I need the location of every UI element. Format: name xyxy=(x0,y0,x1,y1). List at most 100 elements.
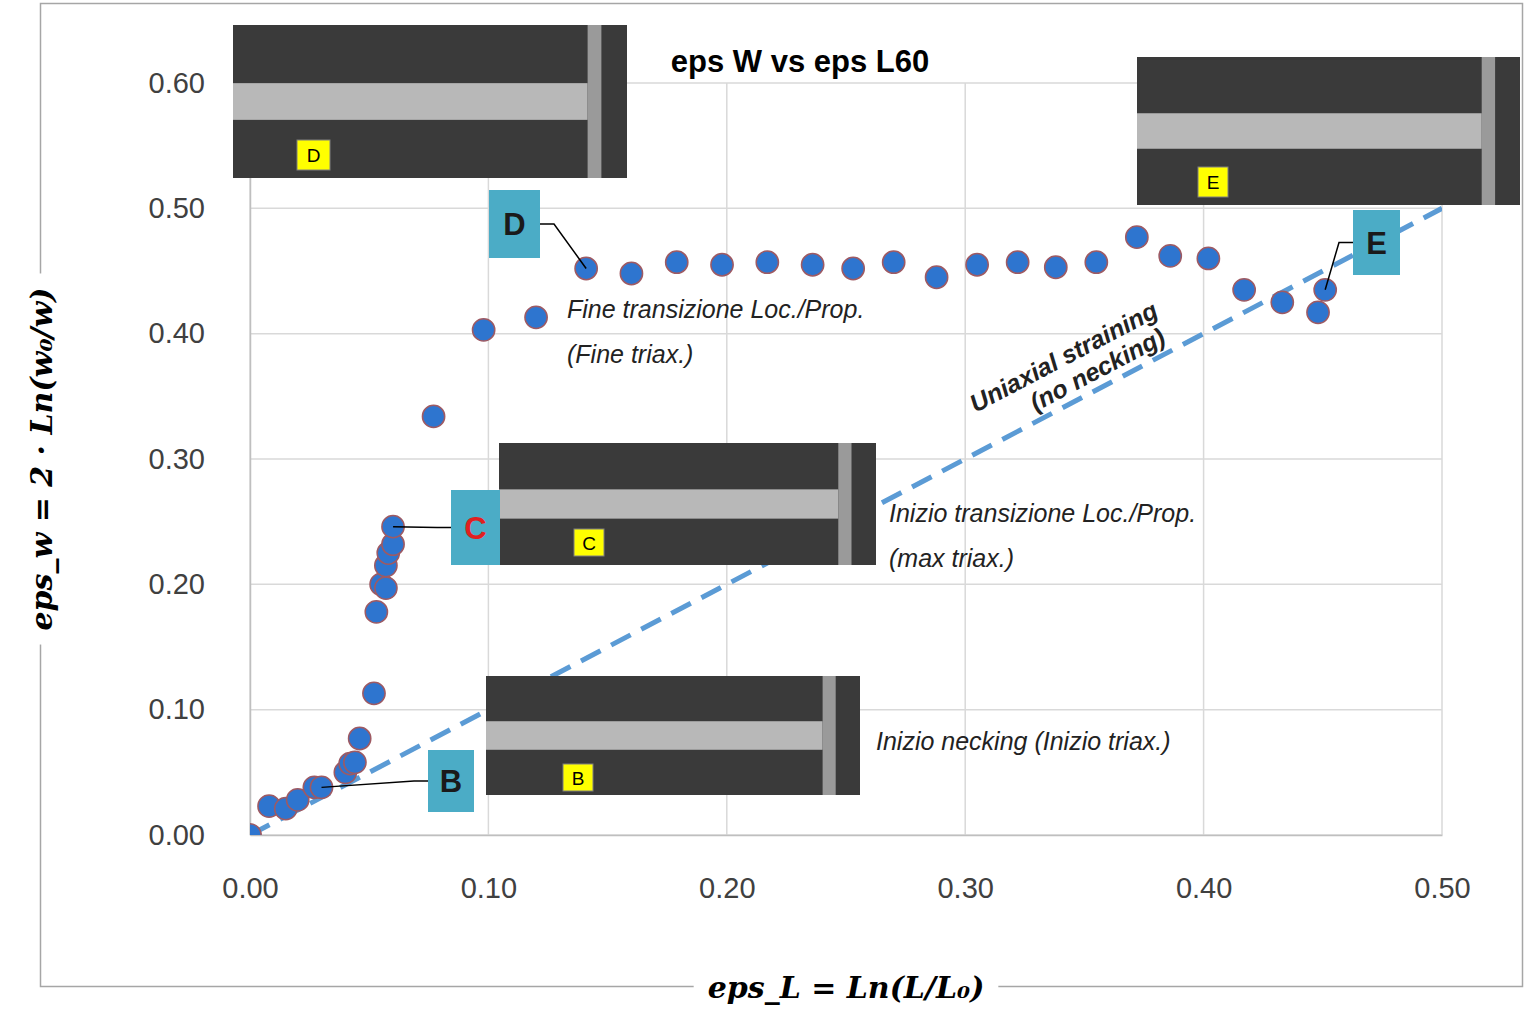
line-label: Uniaxial straining(no necking) xyxy=(965,296,1175,442)
x-tick: 0.10 xyxy=(461,835,517,904)
photo-tag: D xyxy=(307,145,321,166)
y-tick-label: 0.00 xyxy=(149,819,205,851)
specimen-photo xyxy=(233,25,627,178)
point-label: E xyxy=(1366,226,1387,261)
data-point xyxy=(1159,245,1181,267)
annotation: CCInizio transizione Loc./Prop.(max tria… xyxy=(393,443,1196,572)
data-point xyxy=(756,251,778,273)
point-label: D xyxy=(503,207,525,242)
data-point xyxy=(1007,251,1029,273)
y-tick: 0.50 xyxy=(149,192,250,224)
data-point xyxy=(525,306,547,328)
data-point xyxy=(363,682,385,704)
data-point xyxy=(344,751,366,773)
data-point xyxy=(711,254,733,276)
photo-tag-box xyxy=(574,529,604,556)
data-point xyxy=(422,405,444,427)
x-axis-title: eps_L = Ln(L/L₀) xyxy=(708,970,985,1005)
y-tick: 0.40 xyxy=(149,317,250,349)
point-label: B xyxy=(440,764,462,799)
plot-area xyxy=(250,208,1442,835)
data-point xyxy=(1126,226,1148,248)
y-tick-label: 0.60 xyxy=(149,67,205,99)
y-tick: 0.30 xyxy=(149,443,250,475)
photo-tag-box xyxy=(1198,167,1228,197)
x-tick-label: 0.10 xyxy=(461,872,517,904)
data-point xyxy=(801,254,823,276)
y-tick: 0.00 xyxy=(149,819,250,851)
point-label-box xyxy=(428,750,474,812)
x-axis-title-background xyxy=(694,966,999,1009)
y-tick: 0.10 xyxy=(149,693,250,725)
point-label-box xyxy=(1353,210,1400,275)
data-point xyxy=(1233,279,1255,301)
photo-grip xyxy=(823,676,836,795)
x-tick: 0.50 xyxy=(1414,835,1470,904)
photo-background xyxy=(499,443,876,565)
y-axis: 0.00 0.10 0.20 0.30 0.40 0.50 0.60 xyxy=(149,67,251,851)
data-point xyxy=(1197,247,1219,269)
photo-background xyxy=(486,676,860,795)
photo-tag: C xyxy=(582,533,596,554)
photo-specimen xyxy=(486,721,823,750)
annotation-note: Fine transizione Loc./Prop. xyxy=(567,295,864,323)
x-tick: 0.20 xyxy=(699,835,755,904)
annotation-note: (Fine triax.) xyxy=(567,340,693,368)
leader-line xyxy=(322,781,428,787)
annotation: B B Inizio necking (Inizio triax.) xyxy=(322,676,1171,812)
x-axis-line xyxy=(251,835,1443,837)
y-tick-label: 0.20 xyxy=(149,568,205,600)
photo-tag-box xyxy=(563,764,593,791)
data-point xyxy=(375,577,397,599)
leader-line xyxy=(1325,243,1353,290)
leader-line xyxy=(540,224,586,268)
data-point xyxy=(620,262,642,284)
leader-line xyxy=(393,526,451,528)
specimen-photo xyxy=(486,676,860,795)
point-label-box xyxy=(489,190,540,258)
x-tick: 0.40 xyxy=(1176,835,1232,904)
data-point xyxy=(349,727,371,749)
annotation-note: (max triax.) xyxy=(889,544,1014,572)
data-point xyxy=(966,254,988,276)
annotation-note: Inizio necking (Inizio triax.) xyxy=(876,727,1171,755)
chart-frame xyxy=(41,4,1523,987)
x-grid-line xyxy=(249,83,251,835)
x-axis: 0.00 0.10 0.20 0.30 0.40 0.50 xyxy=(222,835,1470,904)
x-tick: 0.00 xyxy=(222,835,278,904)
y-grid-line xyxy=(250,584,1442,586)
data-point xyxy=(666,251,688,273)
y-grid-line xyxy=(250,834,1442,836)
photo-specimen xyxy=(499,489,838,518)
data-point xyxy=(1045,256,1067,278)
reference-line xyxy=(250,208,1442,835)
photo-grip xyxy=(588,25,602,178)
data-point xyxy=(883,251,905,273)
y-tick-label: 0.10 xyxy=(149,693,205,725)
y-grid-line xyxy=(250,208,1442,210)
y-axis-title-background xyxy=(20,273,63,644)
photo-tag: E xyxy=(1207,172,1220,193)
photo-specimen xyxy=(233,83,588,120)
x-tick: 0.30 xyxy=(937,835,993,904)
annotations: B B Inizio necking (Inizio triax.) C C Inizio… xyxy=(233,25,1520,812)
photo-tag-box xyxy=(297,140,330,170)
x-tick-label: 0.50 xyxy=(1414,872,1470,904)
y-tick-label: 0.30 xyxy=(149,443,205,475)
y-axis-title-group: eps_w = 2 · Ln(w₀/w) xyxy=(20,273,63,644)
x-tick-label: 0.30 xyxy=(937,872,993,904)
photo-background xyxy=(233,25,627,178)
y-tick: 0.20 xyxy=(149,568,250,600)
data-point xyxy=(1271,291,1293,313)
data-point xyxy=(472,319,494,341)
photo-tag: B xyxy=(572,768,585,789)
y-tick-label: 0.50 xyxy=(149,192,205,224)
data-point xyxy=(250,824,261,835)
data-point xyxy=(1307,301,1329,323)
specimen-photo xyxy=(1137,57,1520,205)
data-point xyxy=(925,266,947,288)
data-point xyxy=(1085,251,1107,273)
chart-title: eps W vs eps L60 xyxy=(671,44,929,79)
point-label: C xyxy=(464,511,486,546)
point-label-box xyxy=(451,490,500,565)
